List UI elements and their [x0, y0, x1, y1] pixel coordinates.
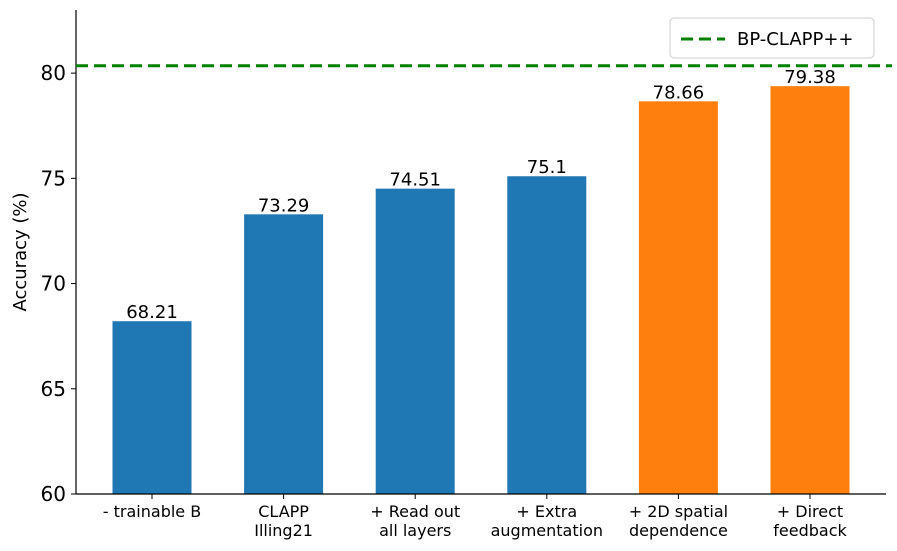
y-ticks: 60 65 70 75 80: [41, 61, 76, 506]
data-label-4: 78.66: [653, 82, 705, 103]
y-tick-label-0: 60: [41, 482, 66, 506]
bars-layer: [112, 86, 850, 495]
x-tick-label-2: + Read out all layers: [370, 502, 460, 540]
bar-5: [770, 86, 850, 494]
y-tick-label-1: 65: [41, 377, 66, 401]
bar-0: [112, 321, 192, 494]
x-tick-label-1: CLAPP Illing21: [254, 502, 313, 540]
x-tick-label-3: + Extra augmentation: [491, 502, 603, 540]
legend: BP-CLAPP++: [669, 17, 875, 59]
axes-layer: [75, 10, 886, 495]
y-tick-label-4: 80: [41, 61, 66, 85]
x-tick-label-0: - trainable B: [103, 502, 201, 521]
y-tick-label-2: 70: [41, 272, 66, 296]
legend-label: BP-CLAPP++: [737, 29, 854, 50]
y-tick-label-3: 75: [41, 166, 66, 190]
data-label-2: 74.51: [389, 170, 441, 191]
x-tick-label-4: + 2D spatial dependence: [629, 502, 728, 540]
data-label-0: 68.21: [126, 302, 178, 323]
x-tick-labels: - trainable B CLAPP Illing21 + Read out all …: [103, 494, 847, 540]
data-label-1: 73.29: [258, 195, 310, 216]
bar-4: [638, 101, 718, 494]
data-labels: 68.21 73.29 74.51 75.1 78.66 79.38: [126, 67, 836, 323]
bar-2: [375, 188, 455, 495]
bar-3: [507, 176, 587, 495]
x-tick-label-5: + Direct feedback: [773, 502, 847, 540]
legend-box: [669, 17, 875, 59]
bar-1: [244, 214, 324, 495]
data-label-5: 79.38: [784, 67, 836, 88]
y-axis-title: Accuracy (%): [10, 192, 31, 311]
data-label-3: 75.1: [527, 157, 567, 178]
